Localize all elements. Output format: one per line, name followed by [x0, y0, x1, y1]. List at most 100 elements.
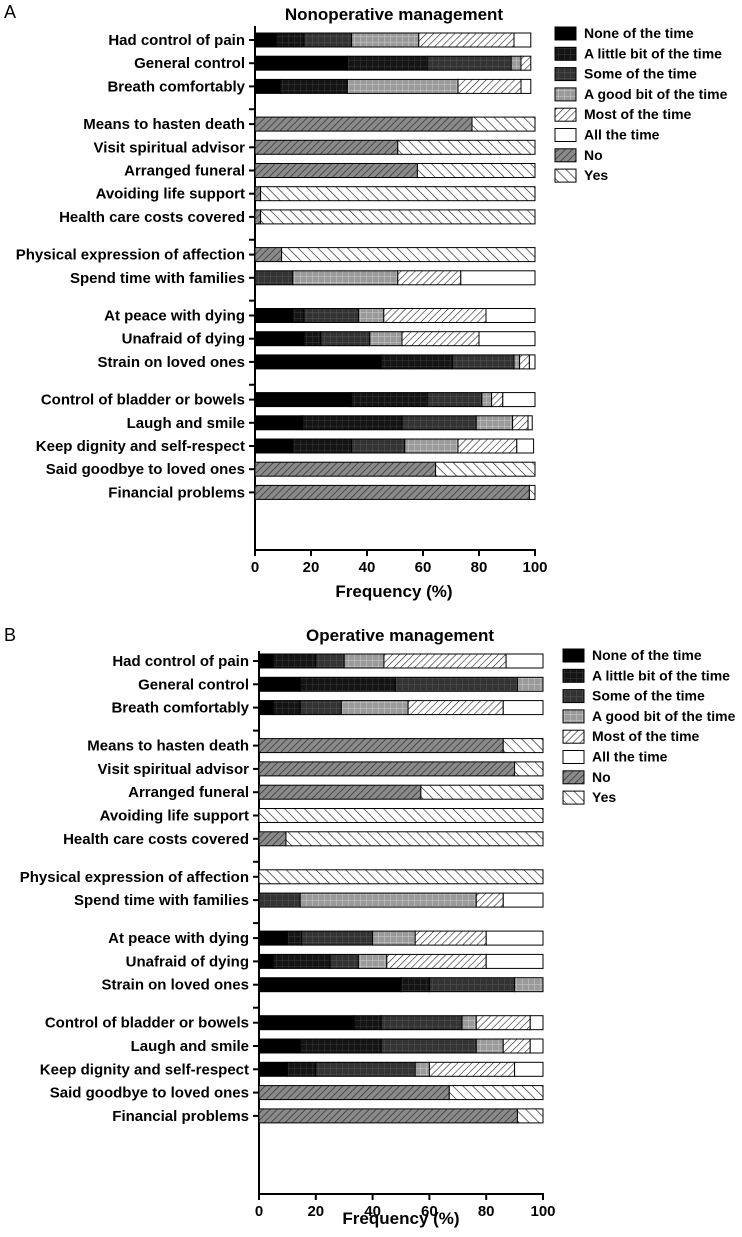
legend-swatch-most — [554, 107, 577, 122]
category-label: Physical expression of affection — [16, 247, 245, 264]
bar-segment-little — [286, 930, 303, 946]
category-label: Avoiding life support — [100, 808, 249, 825]
bar-segment-good — [475, 415, 514, 431]
panel-b-plot: Had control of pain General control Breath… — [20, 651, 556, 1220]
bar-segment-no — [258, 831, 287, 847]
legend-swatch-all — [562, 750, 585, 764]
legend-label-little: A little bit of the time — [584, 45, 722, 61]
legend-swatch-good — [562, 709, 585, 724]
x-tick-label: 60 — [421, 1203, 438, 1220]
bar-segment-no — [258, 1085, 450, 1101]
bar-segment-no — [258, 761, 516, 777]
legend-swatch-no — [554, 148, 577, 163]
bar-segment-most — [418, 32, 515, 48]
bar-segment-yes — [281, 247, 536, 263]
bar-segment-most — [386, 953, 487, 969]
panel-a-legend: None of the time A little bit of the time… — [554, 25, 728, 183]
legend-label-no: No — [592, 769, 611, 785]
bar-segment-none — [258, 1061, 288, 1077]
bar-segment-none — [254, 78, 281, 94]
bar-segment-all — [529, 1015, 544, 1031]
x-tick-label: 0 — [255, 1203, 263, 1220]
bar-segment-most — [407, 700, 504, 716]
bar-segment-little — [292, 438, 353, 454]
legend-swatch-none — [554, 26, 577, 41]
bar-segment-yes — [516, 1108, 544, 1124]
bar-segment-all — [485, 953, 544, 969]
category-label: General control — [134, 55, 245, 72]
bar-segment-all — [485, 308, 536, 323]
bar-segment-good — [514, 977, 544, 993]
legend-swatch-no — [562, 770, 585, 785]
legend-swatch-some — [562, 689, 585, 704]
x-tick-label: 60 — [415, 559, 432, 576]
bar-segment-yes — [448, 1085, 544, 1101]
category-label: Unafraid of dying — [126, 953, 249, 970]
bar-segment-all — [460, 270, 536, 286]
bar-segment-all — [527, 415, 533, 431]
legend-label-all: All the time — [584, 127, 660, 143]
legend-label-yes: Yes — [592, 789, 616, 805]
category-label: Spend time with families — [70, 270, 245, 287]
bar-segment-yes — [502, 738, 544, 754]
category-label: Visit spiritual advisor — [94, 139, 246, 156]
bar-segment-most — [457, 78, 522, 94]
panel-a-title: Nonoperative management — [285, 5, 504, 24]
bar-segment-some — [428, 977, 516, 993]
category-label: Laugh and smile — [127, 415, 245, 432]
category-label: Spend time with families — [74, 892, 249, 909]
bar-segment-yes — [260, 186, 536, 202]
bar-segment-no — [254, 163, 418, 178]
bar-segment-none — [258, 1015, 355, 1031]
bar-segment-none — [254, 55, 348, 71]
x-tick-label: 80 — [471, 559, 488, 576]
bar-segment-none — [258, 930, 288, 946]
category-label: Health care costs covered — [59, 209, 245, 226]
x-tick-label: 100 — [530, 1203, 555, 1220]
bar-segment-some — [426, 392, 483, 408]
bar-segment-little — [380, 354, 453, 370]
legend-label-most: Most of the time — [584, 106, 692, 122]
bar-segment-little — [299, 1038, 382, 1054]
bar-segment-yes — [514, 761, 544, 777]
bar-segment-good — [513, 354, 521, 370]
bar-segment-all — [502, 892, 544, 908]
bar-segment-most — [475, 892, 504, 908]
bar-segment-good — [357, 953, 388, 969]
category-label: Visit spiritual advisor — [98, 761, 250, 778]
legend-swatch-good — [554, 87, 577, 102]
x-tick-label: 20 — [307, 1203, 324, 1220]
legend-swatch-most — [562, 729, 585, 744]
bar-segment-most — [397, 270, 462, 286]
bar-segment-good — [372, 930, 416, 946]
bar-segment-some — [303, 32, 353, 48]
bar-segment-no — [254, 461, 437, 477]
bar-segment-no — [254, 116, 473, 132]
bar-segment-all — [502, 700, 544, 716]
bar-segment-little — [275, 32, 305, 48]
bar-segment-all — [528, 354, 536, 370]
category-label: Arranged funeral — [128, 784, 249, 801]
bar-segment-yes — [258, 869, 544, 885]
bar-segment-yes — [285, 831, 544, 847]
bar-segment-some — [329, 953, 359, 969]
bar-segment-most — [428, 1061, 516, 1077]
bar-segment-good — [475, 1038, 504, 1054]
bar-segment-little — [272, 653, 317, 669]
bar-segment-some — [426, 55, 512, 71]
bar-segment-some — [351, 438, 406, 454]
bar-segment-some — [299, 700, 342, 716]
bar-segment-most — [475, 1015, 531, 1031]
bar-segment-all — [514, 1061, 544, 1077]
category-label: Arranged funeral — [124, 163, 245, 180]
x-tick-label: 0 — [251, 559, 259, 576]
category-label: Had control of pain — [112, 653, 249, 670]
legend-label-little: A little bit of the time — [592, 667, 730, 683]
bar-segment-most — [512, 415, 529, 431]
bar-segment-none — [254, 354, 382, 370]
x-tick-label: 40 — [359, 559, 376, 576]
bar-segment-no — [258, 1108, 518, 1124]
category-label: Health care costs covered — [63, 831, 249, 848]
